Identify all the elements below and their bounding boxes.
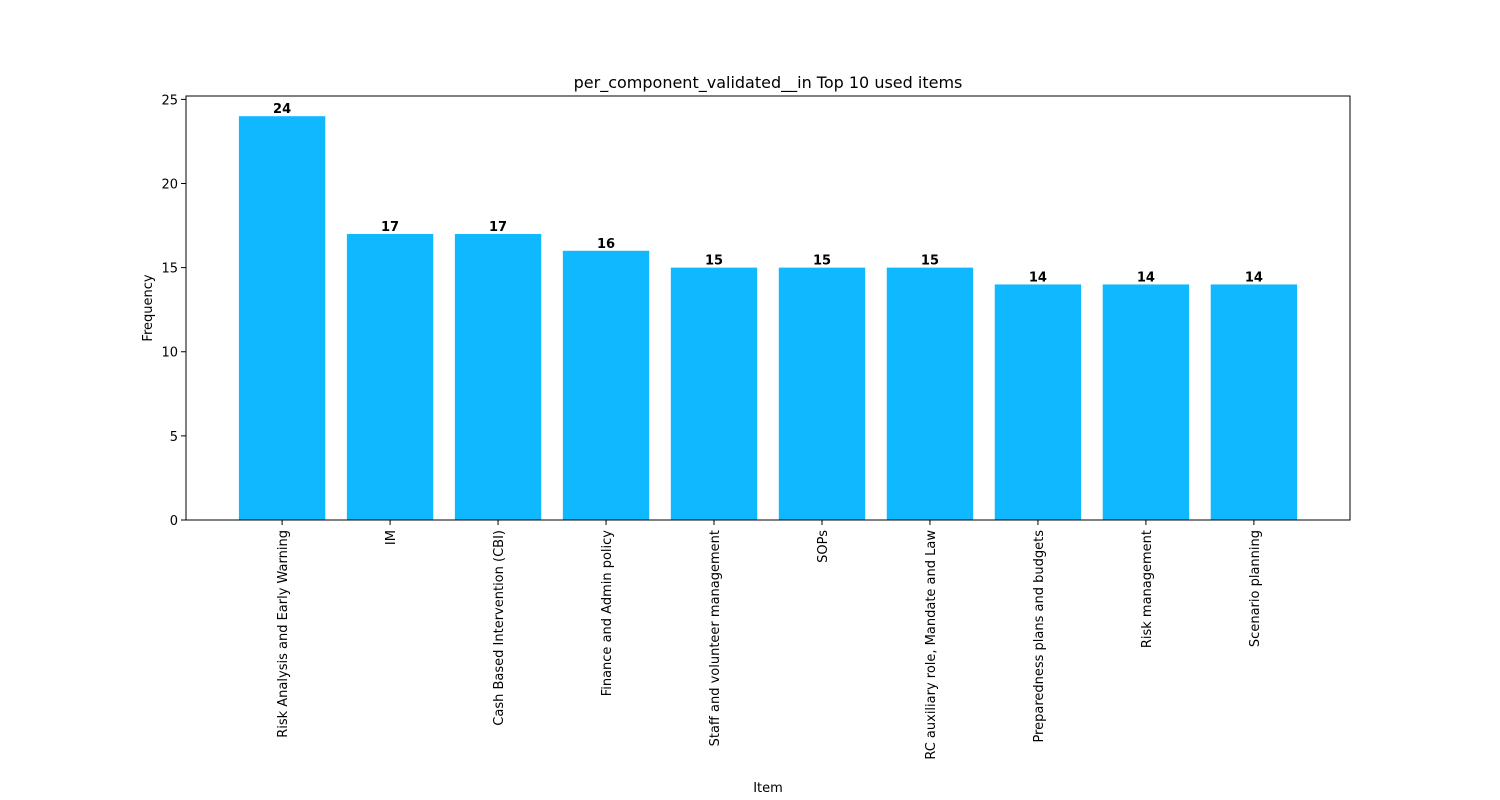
y-tick-label: 5 — [170, 430, 178, 445]
bar-value-label: 14 — [1245, 270, 1263, 285]
x-tick-label: Staff and volunteer management — [708, 530, 723, 746]
y-tick-label: 10 — [161, 346, 178, 361]
y-tick-label: 20 — [161, 177, 178, 192]
x-tick-label: Risk Analysis and Early Warning — [276, 530, 291, 738]
bar-6 — [886, 267, 974, 520]
bar-3 — [562, 250, 650, 521]
bars-group: 24 17 17 16 15 15 15 14 14 14 — [238, 102, 1298, 521]
bar-value-label: 17 — [489, 220, 507, 235]
y-tick-label: 15 — [161, 262, 178, 277]
x-tick-label: IM — [384, 530, 399, 545]
bar-7 — [994, 284, 1082, 520]
x-tick-label: SOPs — [816, 530, 831, 563]
x-tick-label: Cash Based Intervention (CBI) — [492, 530, 507, 726]
y-axis-title: Frequency — [141, 274, 156, 341]
x-tick-label: Scenario planning — [1248, 530, 1263, 647]
bar-8 — [1102, 284, 1190, 520]
bar-1 — [346, 233, 434, 520]
bar-value-label: 16 — [597, 237, 615, 252]
bar-value-label: 14 — [1029, 270, 1047, 285]
x-axis-title: Item — [753, 781, 783, 796]
plot-frame — [185, 95, 1351, 521]
bar-9 — [1210, 284, 1298, 520]
bar-value-label: 17 — [381, 220, 399, 235]
bar-5 — [778, 267, 866, 520]
bar-4 — [670, 267, 758, 520]
x-tick-label: Risk management — [1140, 530, 1155, 648]
x-tick-label: Preparedness plans and budgets — [1032, 530, 1047, 743]
bar-value-label: 15 — [813, 254, 831, 269]
bar-value-label: 24 — [273, 102, 291, 117]
chart-title: per_component_validated__in Top 10 used … — [574, 73, 963, 93]
y-axis: 0 5 10 15 20 25 — [161, 93, 186, 529]
y-tick-label: 0 — [170, 514, 178, 529]
x-tick-label: RC auxiliary role, Mandate and Law — [924, 530, 939, 760]
bar-2 — [454, 233, 542, 520]
bar-value-label: 14 — [1137, 270, 1155, 285]
bar-value-label: 15 — [921, 254, 939, 269]
x-tick-label: Finance and Admin policy — [600, 530, 615, 697]
bar-0 — [238, 116, 326, 520]
bar-value-label: 15 — [705, 254, 723, 269]
x-axis: Risk Analysis and Early Warning IM Cash Ba… — [276, 520, 1263, 760]
y-tick-label: 25 — [161, 93, 178, 108]
